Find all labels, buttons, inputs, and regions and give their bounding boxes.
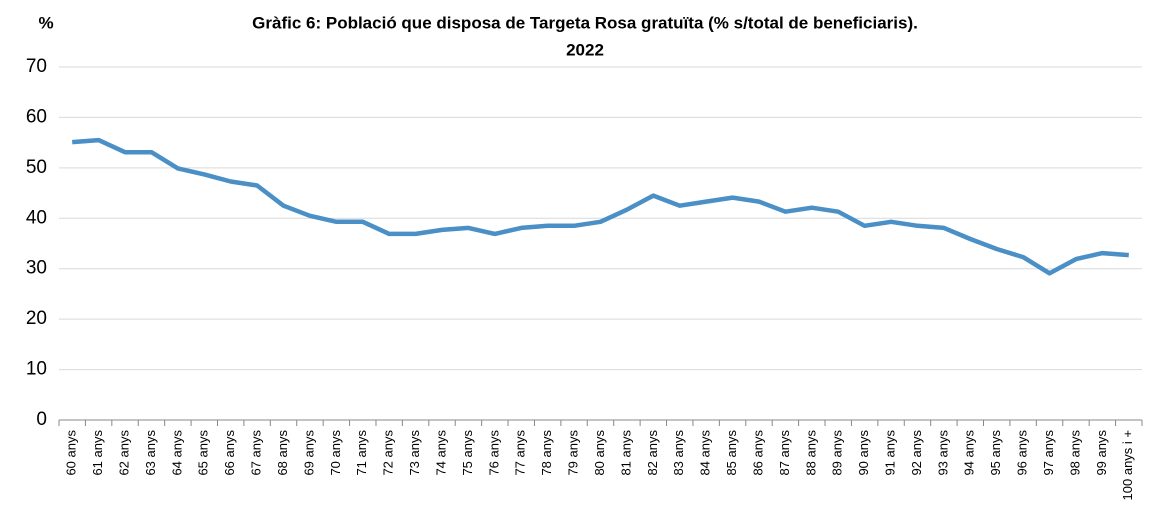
x-tick-label: 87 anys: [777, 430, 792, 476]
x-tick-label: 77 anys: [513, 430, 528, 476]
chart-title: Gràfic 6: Població que disposa de Target…: [252, 13, 918, 32]
y-tick-label: 40: [26, 207, 47, 228]
x-tick-label: 75 anys: [460, 430, 475, 476]
chart-title: 2022: [566, 40, 604, 59]
y-tick-label: 50: [26, 157, 47, 178]
x-tick-label: 74 anys: [433, 430, 448, 476]
x-tick-label: 63 anys: [143, 430, 158, 476]
x-tick-label: 84 anys: [698, 430, 713, 476]
x-tick-label: 66 anys: [222, 430, 237, 476]
x-tick-label: 92 anys: [909, 430, 924, 476]
data-line: [72, 137, 1129, 276]
x-tick-label: 81 anys: [618, 430, 633, 476]
x-tick-label: 71 anys: [354, 430, 369, 476]
y-tick-label: 0: [36, 409, 47, 430]
x-tick-label: 96 anys: [1015, 430, 1030, 476]
x-tick-label: 65 anys: [196, 430, 211, 476]
x-tick-label: 64 anys: [169, 430, 184, 476]
x-tick-label: 68 anys: [275, 430, 290, 476]
x-tick-label: 82 anys: [645, 430, 660, 476]
x-tick-label: 62 anys: [116, 430, 131, 476]
x-tick-label: 67 anys: [249, 430, 264, 476]
x-tick-label: 86 anys: [750, 430, 765, 476]
x-tick-label: 78 anys: [539, 430, 554, 476]
y-tick-label: 20: [26, 308, 47, 329]
x-tick-label: 79 anys: [566, 430, 581, 476]
x-tick-label: 100 anys i +: [1120, 430, 1135, 500]
x-tick-label: 60 anys: [64, 430, 79, 476]
x-tick-label: 61 anys: [90, 430, 105, 476]
y-tick-label: 30: [26, 258, 47, 279]
x-tick-label: 70 anys: [328, 430, 343, 476]
x-tick-label: 76 anys: [486, 430, 501, 476]
y-tick-label: 60: [26, 106, 47, 127]
x-tick-label: 88 anys: [803, 430, 818, 476]
x-tick-label: 80 anys: [592, 430, 607, 476]
y-axis-label: %: [38, 13, 53, 32]
x-tick-label: 89 anys: [830, 430, 845, 476]
y-tick-label: 70: [26, 56, 47, 77]
x-tick-label: 93 anys: [935, 430, 950, 476]
x-tick-label: 99 anys: [1094, 430, 1109, 476]
x-tick-label: 73 anys: [407, 430, 422, 476]
x-tick-label: 94 anys: [962, 430, 977, 476]
x-tick-label: 95 anys: [988, 430, 1003, 476]
x-tick-label: 98 anys: [1067, 430, 1082, 476]
x-tick-label: 85 anys: [724, 430, 739, 476]
x-tick-label: 90 anys: [856, 430, 871, 476]
x-tick-label: 97 anys: [1041, 430, 1056, 476]
y-tick-label: 10: [26, 359, 47, 380]
x-tick-label: 83 anys: [671, 430, 686, 476]
x-tick-label: 69 anys: [301, 430, 316, 476]
x-tick-label: 91 anys: [882, 430, 897, 476]
x-tick-label: 72 anys: [381, 430, 396, 476]
